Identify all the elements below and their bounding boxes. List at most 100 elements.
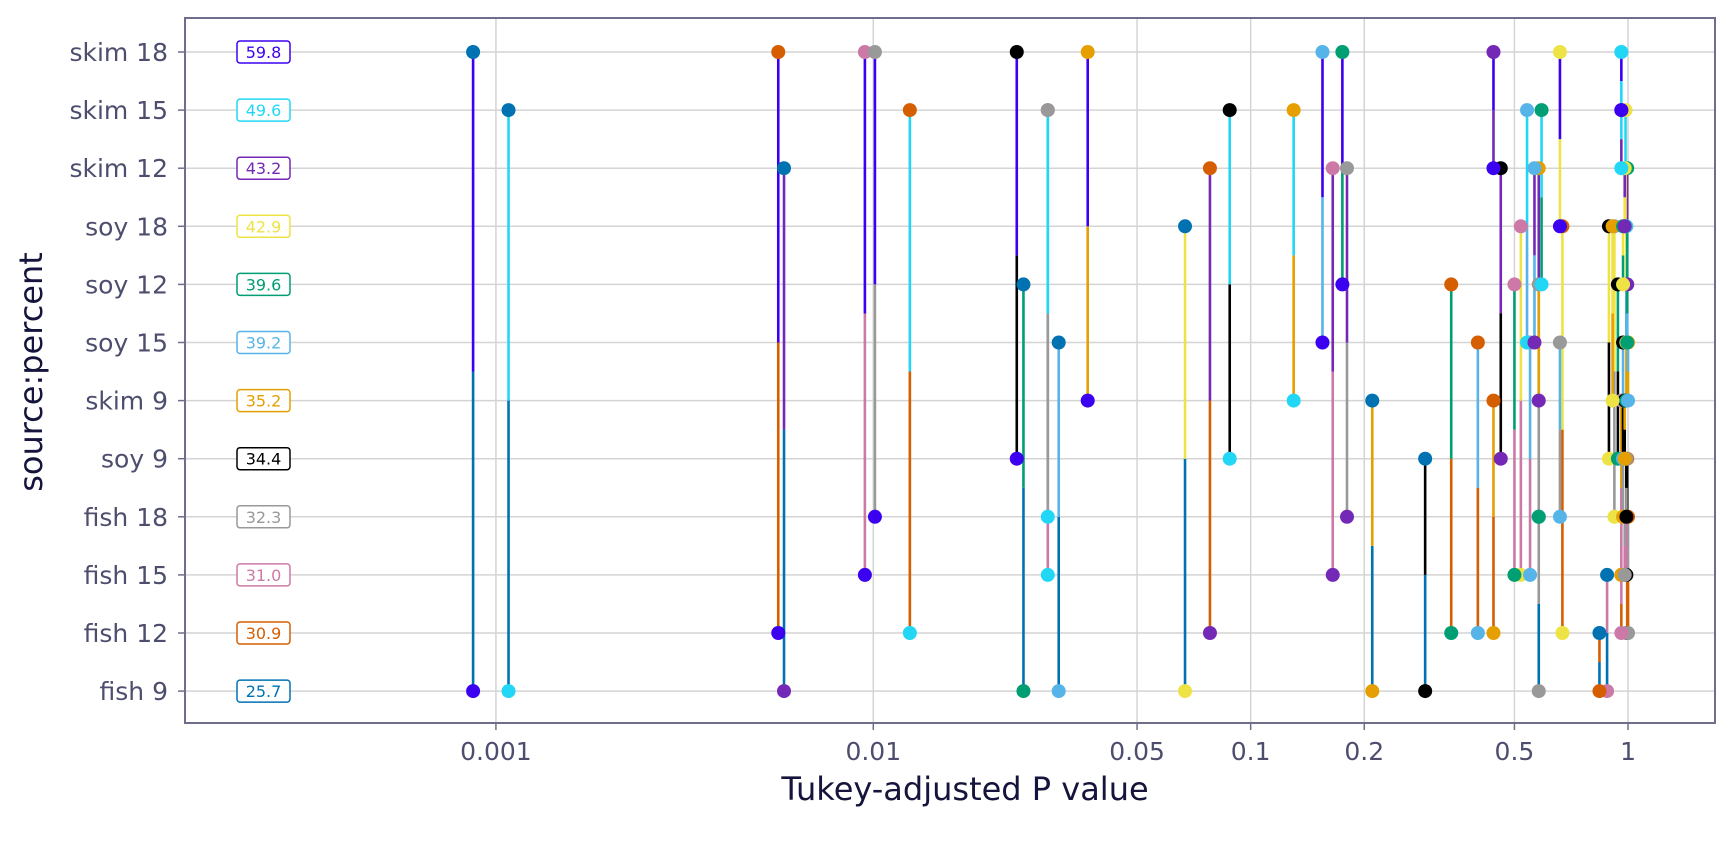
mean-label: 35.2: [246, 392, 282, 411]
mean-label-box: [236, 621, 291, 645]
comparison-point: [1286, 393, 1301, 408]
comparison-point: [1222, 103, 1237, 118]
comparison-point: [1444, 626, 1459, 640]
comparison-point: [466, 684, 481, 699]
comparison-point: [1040, 509, 1055, 524]
mean-label: 39.2: [246, 334, 282, 353]
comparison-point: [1486, 393, 1501, 408]
comparison-point: [501, 103, 516, 118]
comparison-point: [1531, 393, 1546, 408]
comparison-point: [1600, 567, 1615, 582]
comparison-point: [1605, 219, 1620, 234]
x-axis-ticks: 0.001 0.01 0.05 0.1 0.2 0.5 1: [460, 723, 1636, 766]
comparison-point: [1531, 509, 1546, 524]
comparison-point: [1614, 161, 1629, 176]
comparison-point: [1009, 45, 1024, 59]
comparison-point: [1552, 219, 1567, 234]
comparison-point: [1592, 626, 1607, 640]
y-tick-label: soy 12: [85, 270, 168, 299]
comparison-point: [1614, 45, 1629, 59]
comparison-point: [1534, 277, 1549, 292]
comparison-point: [1617, 567, 1632, 582]
x-axis-title: Tukey-adjusted P value: [780, 770, 1148, 808]
comparison-point: [1040, 567, 1055, 582]
mean-label-box: [236, 156, 291, 180]
comparison-point: [1619, 509, 1634, 524]
comparison-point: [501, 684, 516, 699]
panel-background: [185, 18, 1715, 723]
mean-label-box: [236, 330, 291, 355]
mean-label: 42.9: [246, 217, 282, 236]
comparison-point: [1325, 567, 1340, 582]
comparison-point: [1444, 277, 1459, 292]
x-tick-label: 0.1: [1231, 737, 1271, 766]
x-tick-label: 0.5: [1495, 737, 1535, 766]
mean-label: 32.3: [246, 508, 282, 527]
x-tick-label: 0.01: [845, 737, 901, 766]
mean-label-box: [236, 272, 291, 297]
comparison-point: [1325, 161, 1340, 176]
comparison-point: [1513, 219, 1528, 234]
comparison-point: [1614, 626, 1629, 640]
comparison-point: [1527, 335, 1542, 350]
mean-label-box: [236, 679, 291, 703]
comparison-point: [1617, 219, 1632, 234]
mean-label: 30.9: [246, 624, 282, 643]
comparison-point: [1335, 277, 1350, 292]
comparison-point: [1202, 161, 1217, 176]
mean-label: 49.6: [246, 101, 282, 120]
comparison-point: [1315, 335, 1330, 350]
comparison-point: [1486, 626, 1501, 640]
comparison-point: [1621, 393, 1636, 408]
comparison-point: [1534, 103, 1549, 118]
comparison-point: [1552, 45, 1567, 59]
mean-label: 34.4: [246, 450, 282, 469]
comparison-point: [1315, 45, 1330, 59]
mean-label: 39.6: [246, 275, 282, 294]
comparison-point: [1620, 335, 1635, 350]
comparison-point: [466, 45, 481, 59]
comparison-point: [857, 45, 872, 59]
comparison-point: [1286, 103, 1301, 118]
comparison-point: [1016, 684, 1031, 699]
y-tick-label: soy 15: [85, 329, 168, 358]
comparison-point: [1051, 335, 1066, 350]
comparison-point: [1178, 684, 1193, 699]
mean-label: 59.8: [246, 43, 282, 62]
comparison-point: [1616, 277, 1631, 292]
comparison-point: [1552, 335, 1567, 350]
x-tick-label: 0.05: [1109, 737, 1165, 766]
x-tick-label: 1: [1620, 737, 1636, 766]
comparison-point: [1507, 567, 1522, 582]
comparison-point: [1552, 509, 1567, 524]
comparison-point: [1617, 451, 1632, 466]
comparison-point: [857, 567, 872, 582]
y-tick-label: skim 12: [69, 154, 168, 183]
comparison-point: [1555, 626, 1570, 640]
mean-label-box: [236, 214, 291, 239]
comparison-point: [1040, 103, 1055, 118]
y-tick-label: skim 9: [85, 387, 168, 416]
comparison-point: [1016, 277, 1031, 292]
comparison-point: [867, 45, 882, 59]
comparison-points: [466, 45, 1636, 699]
comparison-point: [771, 626, 786, 640]
mean-label-box: [236, 563, 291, 587]
comparison-point: [1178, 219, 1193, 234]
comparison-point: [1486, 45, 1501, 59]
comparison-point: [1493, 451, 1508, 466]
mean-label-box: [236, 98, 291, 122]
mean-labels: 59.8 49.6 43.2 42.9 39.6 39.2 35.2 34.4 32.3 31.0…: [236, 40, 291, 703]
mean-label: 31.0: [246, 566, 282, 585]
y-axis-ticks: skim 18 skim 15 skim 12 soy 18 soy 12 soy 15 s…: [69, 38, 185, 706]
comparison-point: [1339, 161, 1354, 176]
comparison-point: [1507, 277, 1522, 292]
mean-label-box: [236, 388, 291, 413]
comparison-point: [902, 103, 917, 118]
comparison-point: [777, 161, 792, 176]
mean-label-box: [236, 505, 291, 529]
comparison-point: [1080, 393, 1095, 408]
comparison-point: [1470, 626, 1485, 640]
comparison-point: [1051, 684, 1066, 699]
comparison-point: [1222, 451, 1237, 466]
